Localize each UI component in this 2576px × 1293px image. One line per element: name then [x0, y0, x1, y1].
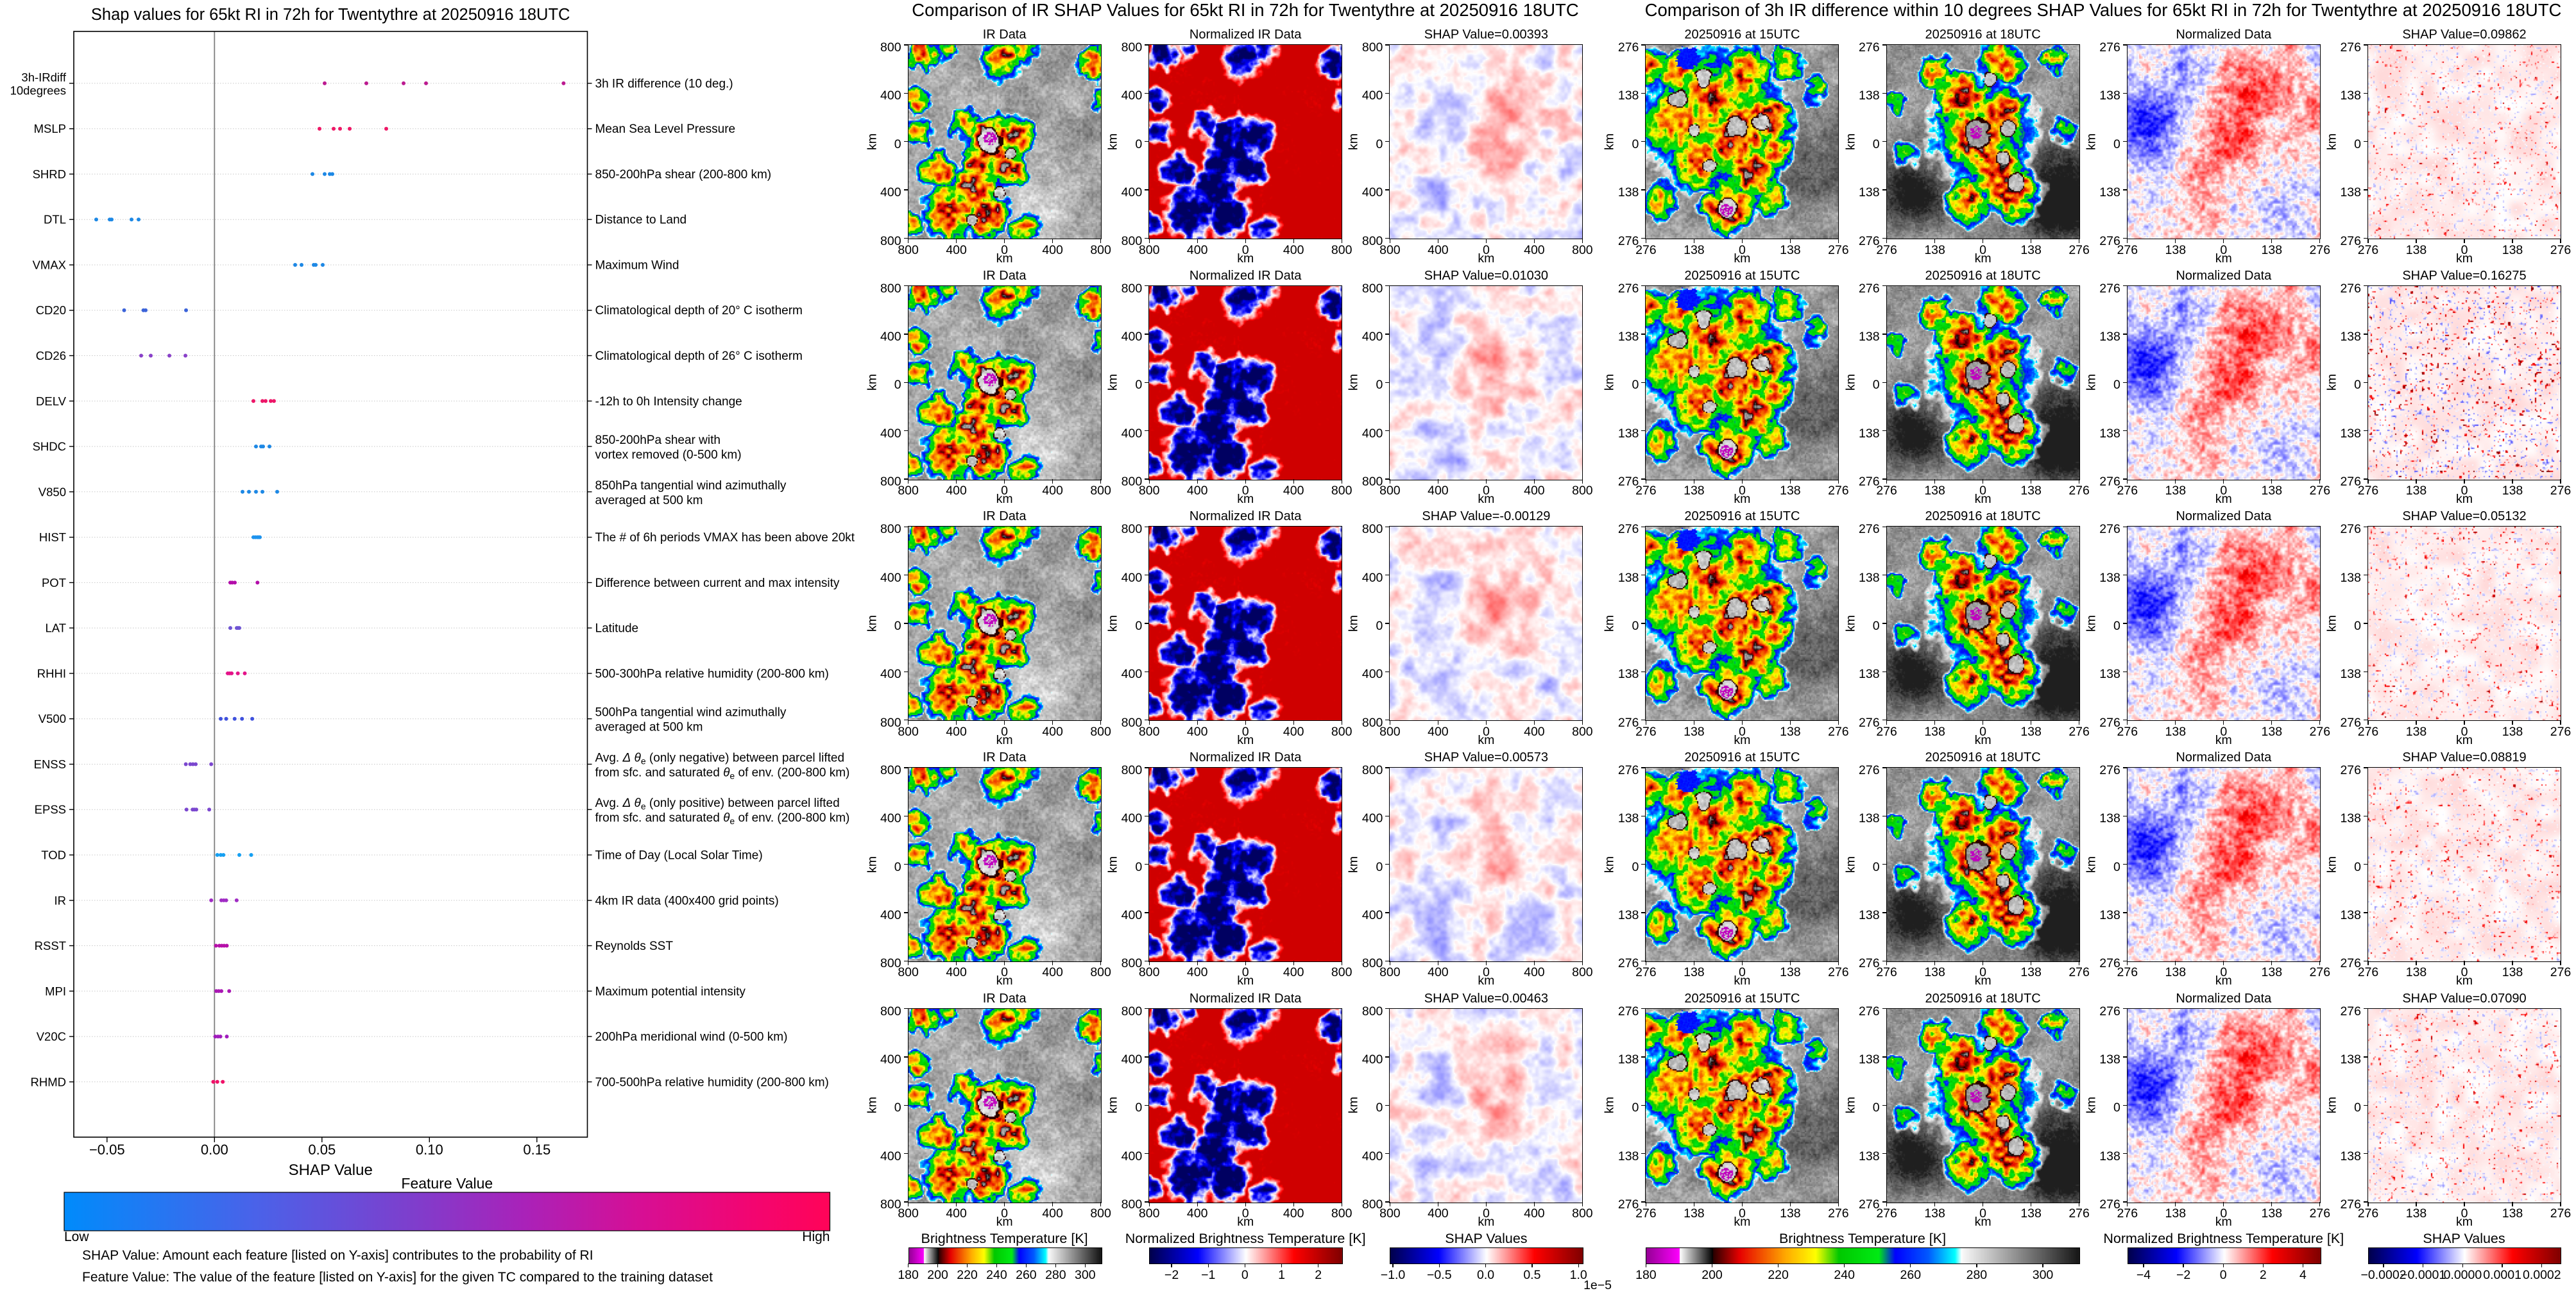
svg-text:averaged at 500 km: averaged at 500 km	[595, 721, 703, 734]
svg-text:Feature Value: Feature Value	[401, 1175, 493, 1192]
svg-text:HIST: HIST	[39, 530, 66, 544]
svg-text:10degrees: 10degrees	[10, 83, 66, 97]
svg-text:CD26: CD26	[36, 349, 66, 362]
svg-text:500hPa tangential wind azimuth: 500hPa tangential wind azimuthally	[595, 706, 787, 720]
svg-text:Latitude: Latitude	[595, 622, 639, 636]
svg-text:Shap values for 65kt RI in 72h: Shap values for 65kt RI in 72h for Twent…	[91, 6, 570, 24]
svg-text:Time of Day (Local Solar Time): Time of Day (Local Solar Time)	[595, 849, 763, 863]
svg-text:High: High	[802, 1230, 830, 1244]
svg-text:TOD: TOD	[41, 849, 66, 862]
svg-text:RHHI: RHHI	[37, 666, 66, 680]
svg-text:4km IR data (400x400 grid poin: 4km IR data (400x400 grid points)	[595, 894, 779, 908]
svg-text:850-200hPa shear (200-800 km): 850-200hPa shear (200-800 km)	[595, 168, 772, 182]
svg-text:CD20: CD20	[36, 303, 66, 317]
svg-text:RHMD: RHMD	[31, 1075, 67, 1088]
svg-text:vortex removed (0-500 km): vortex removed (0-500 km)	[595, 448, 742, 462]
svg-text:V500: V500	[38, 712, 66, 725]
svg-text:VMAX: VMAX	[33, 258, 66, 272]
svg-text:MSLP: MSLP	[34, 122, 66, 135]
svg-text:SHAP Value: SHAP Value	[289, 1162, 373, 1179]
svg-text:0.15: 0.15	[523, 1142, 550, 1158]
svg-text:-12h to 0h Intensity change: -12h to 0h Intensity change	[595, 395, 742, 409]
svg-text:200hPa meridional wind (0-500: 200hPa meridional wind (0-500 km)	[595, 1031, 788, 1044]
svg-text:700-500hPa relative humidity (: 700-500hPa relative humidity (200-800 km…	[595, 1076, 829, 1089]
svg-text:POT: POT	[42, 576, 66, 589]
svg-text:Low: Low	[64, 1230, 89, 1244]
svg-text:Difference between current and: Difference between current and max inten…	[595, 577, 840, 590]
svg-text:ENSS: ENSS	[34, 757, 66, 771]
svg-text:850-200hPa shear with: 850-200hPa shear with	[595, 434, 721, 447]
svg-text:Distance to Land: Distance to Land	[595, 214, 687, 227]
svg-text:EPSS: EPSS	[35, 803, 66, 816]
svg-text:3h-IRdiff: 3h-IRdiff	[21, 71, 66, 84]
svg-text:LAT: LAT	[45, 621, 66, 635]
svg-text:The # of 6h periods VMAX has b: The # of 6h periods VMAX has been above …	[595, 531, 855, 545]
svg-text:Reynolds SST: Reynolds SST	[595, 940, 674, 953]
svg-text:0.00: 0.00	[201, 1142, 228, 1158]
svg-text:Avg. Δ θe​ (only positive) bet: Avg. Δ θe​ (only positive) between parce…	[595, 797, 840, 811]
svg-text:averaged at 500 km: averaged at 500 km	[595, 494, 703, 507]
svg-text:0.10: 0.10	[416, 1142, 443, 1158]
svg-text:Avg. Δ θe​ (only negative) bet: Avg. Δ θe​ (only negative) between parce…	[595, 752, 845, 766]
svg-text:3h IR difference (10 deg.): 3h IR difference (10 deg.)	[595, 77, 733, 90]
svg-text:Maximum potential intensity: Maximum potential intensity	[595, 985, 746, 999]
svg-text:SHAP Value: Amount each featur: SHAP Value: Amount each feature [listed …	[82, 1248, 593, 1263]
svg-text:IR: IR	[55, 893, 67, 907]
svg-text:from sfc. and saturated θe​ of: from sfc. and saturated θe​ of env. (200…	[595, 766, 850, 781]
svg-text:Climatological depth of 20° C: Climatological depth of 20° C isotherm	[595, 304, 803, 317]
svg-text:−0.05: −0.05	[89, 1142, 125, 1158]
svg-text:SHDC: SHDC	[33, 440, 66, 453]
svg-text:0.05: 0.05	[308, 1142, 336, 1158]
svg-text:Feature Value: The value of th: Feature Value: The value of the feature …	[82, 1270, 713, 1285]
svg-text:from sfc. and saturated θe​ of: from sfc. and saturated θe​ of env. (200…	[595, 811, 850, 826]
svg-text:SHRD: SHRD	[33, 167, 66, 181]
svg-text:Climatological depth of 26° C: Climatological depth of 26° C isotherm	[595, 350, 803, 363]
svg-text:RSST: RSST	[35, 939, 66, 952]
svg-text:MPI: MPI	[45, 985, 66, 998]
svg-text:Mean Sea Level Pressure: Mean Sea Level Pressure	[595, 123, 736, 136]
svg-text:V20C: V20C	[37, 1030, 66, 1044]
svg-text:V850: V850	[38, 485, 66, 498]
svg-text:DELV: DELV	[36, 394, 67, 408]
svg-text:500-300hPa relative humidity (: 500-300hPa relative humidity (200-800 km…	[595, 667, 829, 680]
svg-text:850hPa tangential wind azimuth: 850hPa tangential wind azimuthally	[595, 479, 787, 493]
svg-text:DTL: DTL	[44, 213, 66, 226]
svg-text:Maximum Wind: Maximum Wind	[595, 259, 679, 273]
